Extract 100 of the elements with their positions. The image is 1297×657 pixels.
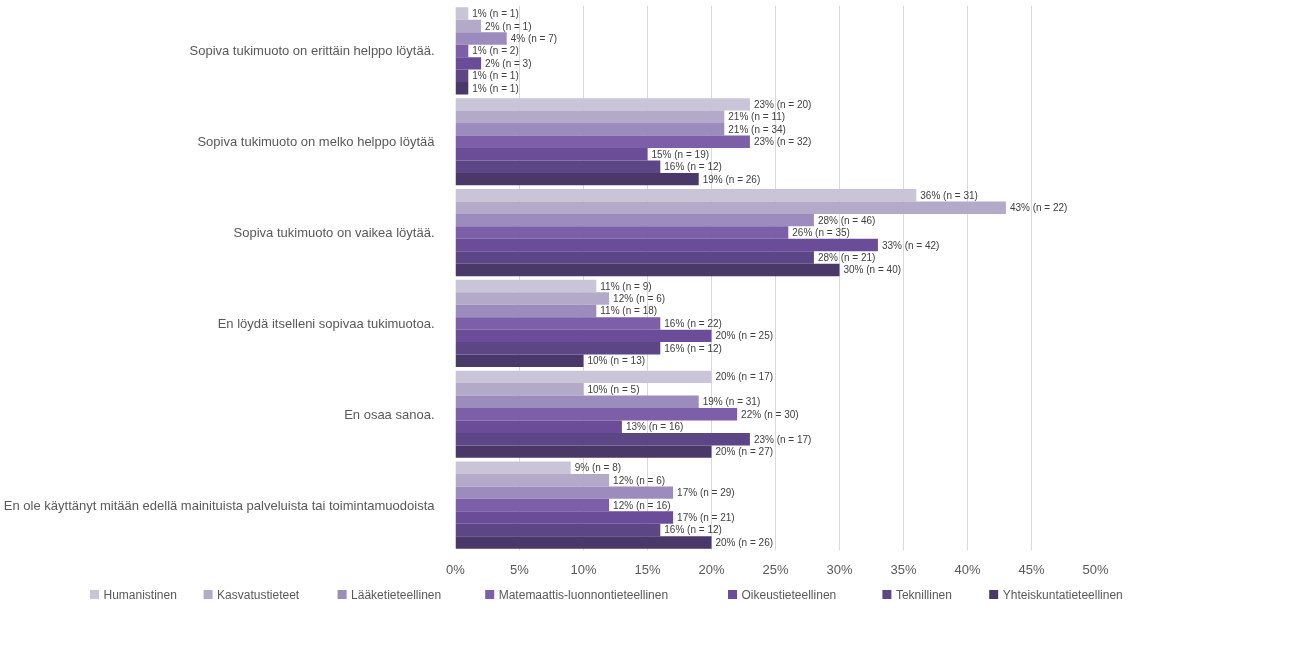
data-label: 43% (n = 22): [1009, 202, 1068, 214]
data-label: 1% (n = 1): [472, 70, 519, 82]
bar: [455, 98, 750, 111]
bar: [455, 279, 597, 293]
bar: [455, 420, 622, 433]
x-tick-label: 30%: [826, 561, 853, 577]
x-tick-label: 50%: [1082, 561, 1109, 577]
bar: [455, 172, 699, 186]
bar: [455, 110, 725, 124]
data-label: 20% (n = 26): [715, 536, 774, 548]
data-label: 28% (n = 46): [817, 214, 876, 226]
data-label: 11% (n = 9): [600, 280, 652, 292]
x-tick-label: 0%: [446, 561, 466, 577]
y-tick-label: En osaa sanoa.: [344, 406, 435, 422]
legend-label: Teknillinen: [895, 587, 952, 602]
x-tick-label: 10%: [570, 561, 597, 577]
data-label: 20% (n = 17): [715, 371, 774, 383]
data-label: 20% (n = 27): [715, 446, 774, 458]
bar: [455, 461, 571, 474]
data-label: 10% (n = 13): [587, 355, 646, 367]
data-label: 21% (n = 34): [728, 123, 786, 135]
data-label: 16% (n = 12): [664, 342, 722, 354]
bar: [455, 354, 584, 368]
x-tick-label: 20%: [698, 561, 725, 577]
data-label: 1% (n = 2): [472, 45, 519, 57]
data-label: 12% (n = 6): [613, 474, 666, 486]
bar: [455, 69, 469, 83]
data-label: 16% (n = 22): [664, 317, 722, 329]
bar: [455, 123, 725, 136]
bar: [455, 329, 712, 343]
legend-label: Matemaattis-luonnontieteellinen: [498, 587, 669, 602]
bar: [455, 445, 712, 458]
legend-label: Lääketieteellinen: [351, 587, 442, 602]
bar: [455, 263, 840, 277]
legend-label: Oikeustieteellinen: [741, 587, 837, 602]
y-tick-label: Sopiva tukimuoto on melko helppo löytää: [197, 134, 436, 150]
data-label: 1% (n = 1): [472, 82, 519, 94]
bar: [455, 213, 814, 227]
data-label: 23% (n = 20): [753, 98, 812, 110]
data-label: 28% (n = 21): [817, 252, 876, 263]
legend-label: Kasvatustieteet: [217, 587, 300, 602]
y-tick-label: Sopiva tukimuoto on vaikea löytää.: [233, 225, 435, 241]
bar: [455, 238, 878, 252]
bar: [455, 82, 469, 95]
data-label: 23% (n = 17): [753, 433, 812, 445]
data-label: 19% (n = 31): [702, 396, 761, 408]
y-tick-label: En ole käyttänyt mitään edellä mainituista palveluista tai toimintamuodoista: [3, 497, 436, 513]
bar: [455, 226, 789, 239]
bar: [455, 292, 610, 305]
x-tick-label: 45%: [1018, 561, 1045, 577]
bar: [455, 342, 661, 355]
bar: [455, 147, 648, 161]
x-tick-label: 35%: [890, 561, 917, 577]
bar: [455, 498, 610, 512]
data-label: 20% (n = 25): [715, 330, 774, 342]
bar: [455, 188, 917, 202]
bar: [455, 536, 712, 549]
data-label: 36% (n = 31): [920, 189, 978, 201]
bar: [455, 32, 507, 45]
bar: [455, 160, 661, 173]
bar: [455, 473, 610, 487]
data-label: 19% (n = 26): [702, 173, 761, 185]
bar: [455, 251, 814, 264]
data-label: 1% (n = 1): [472, 8, 519, 20]
bar: [455, 135, 750, 148]
data-label: 15% (n = 19): [651, 148, 710, 160]
bar: [455, 523, 661, 537]
bar: [455, 486, 674, 499]
legend-label: Yhteiskuntatieteellinen: [1002, 587, 1123, 602]
data-label: 12% (n = 16): [613, 499, 671, 511]
data-label: 26% (n = 35): [792, 227, 850, 239]
data-label: 33% (n = 42): [881, 239, 940, 251]
data-label: 10% (n = 5): [587, 383, 640, 395]
data-label: 9% (n = 8): [574, 462, 622, 474]
data-label: 4% (n = 7): [510, 32, 558, 44]
bar: [455, 408, 738, 421]
data-label: 2% (n = 1): [485, 20, 532, 32]
bar: [455, 57, 482, 70]
legend-label: Humanistinen: [103, 587, 177, 602]
y-tick-label: Sopiva tukimuoto on erittäin helppo löytää.: [189, 43, 435, 59]
data-label: 22% (n = 30): [741, 408, 799, 420]
data-label: 17% (n = 29): [677, 487, 735, 499]
bar: [455, 19, 482, 33]
bar: [455, 201, 1006, 214]
data-label: 21% (n = 11): [728, 111, 786, 123]
y-tick-label: En löydä itselleni sopivaa tukimuotoa.: [217, 315, 435, 331]
x-tick-label: 40%: [954, 561, 981, 577]
bar: [455, 511, 674, 524]
bar: [455, 432, 750, 446]
data-label: 13% (n = 16): [625, 421, 684, 433]
data-label: 23% (n = 32): [753, 136, 812, 148]
bar: [455, 304, 597, 318]
data-label: 16% (n = 12): [664, 524, 722, 536]
bar: [455, 317, 661, 330]
bar: [455, 44, 469, 58]
data-label: 2% (n = 3): [485, 57, 532, 69]
data-label: 30% (n = 40): [843, 264, 902, 276]
bar: [455, 370, 712, 384]
data-label: 11% (n = 18): [600, 305, 658, 317]
x-tick-label: 5%: [510, 561, 530, 577]
